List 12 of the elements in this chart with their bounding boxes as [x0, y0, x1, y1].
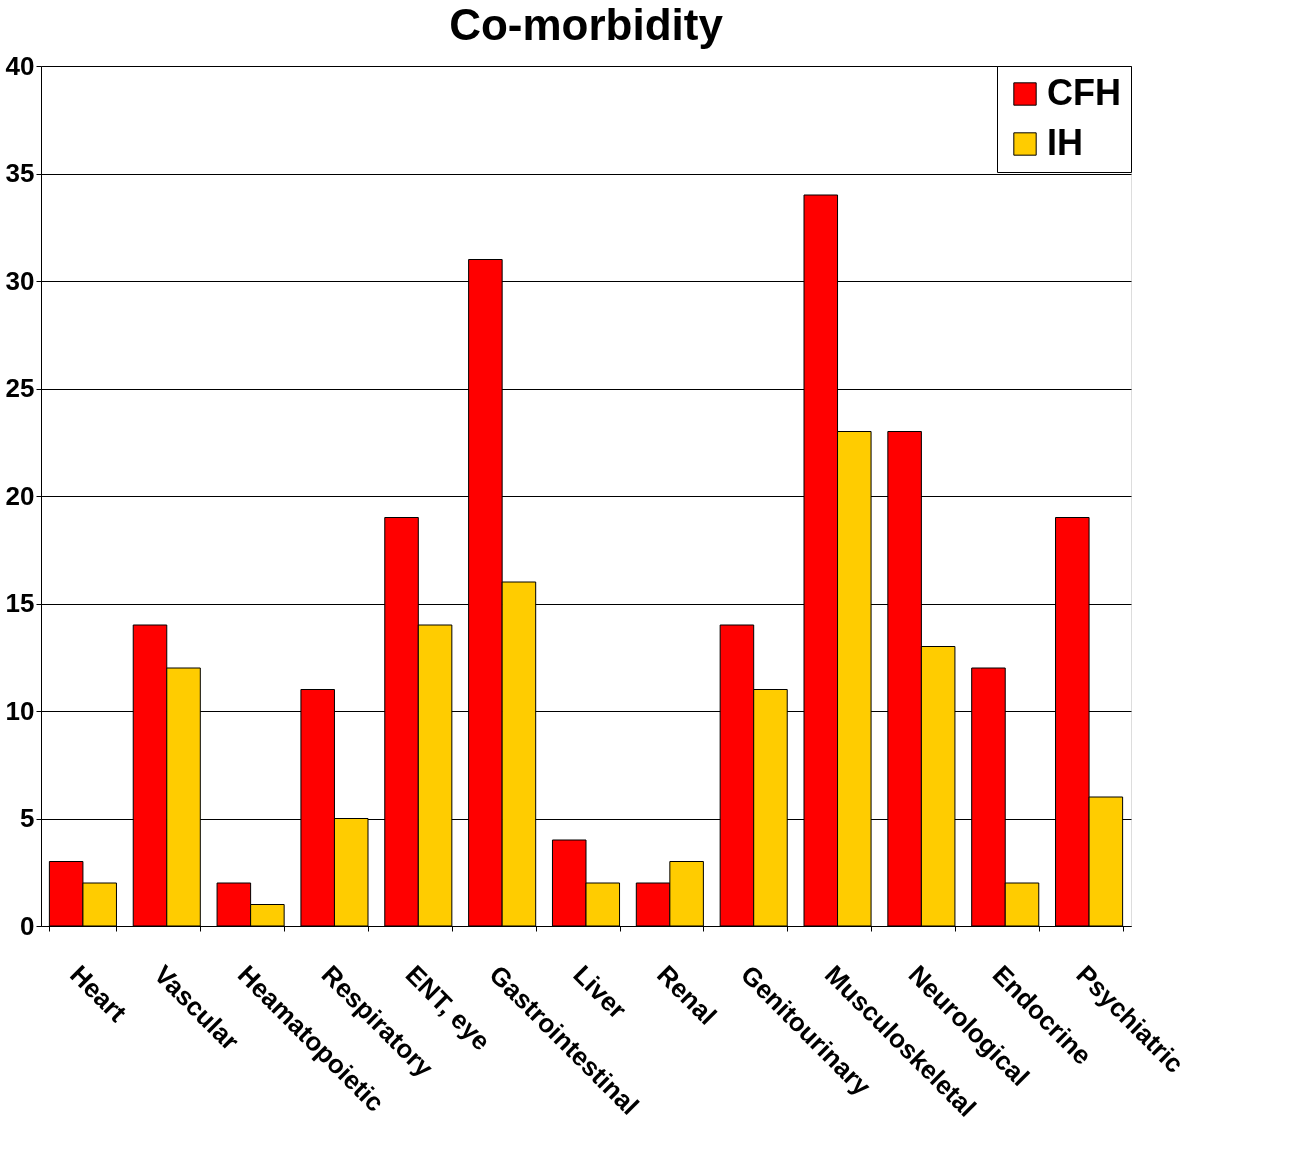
y-tick-label: 0: [20, 910, 35, 941]
legend-label: CFH: [1047, 72, 1121, 113]
y-tick-label: 5: [20, 803, 35, 833]
y-tick-label: 40: [5, 50, 35, 81]
y-tick-label: 15: [5, 588, 35, 618]
legend-label: IH: [1047, 122, 1083, 163]
y-tick-label: 20: [5, 480, 35, 511]
y-tick-label: 25: [5, 373, 35, 403]
chart-title: Co-morbidity: [449, 0, 724, 49]
y-tick-label: 35: [5, 158, 35, 188]
y-tick-label: 30: [5, 265, 35, 296]
y-tick-label: 10: [5, 695, 35, 726]
